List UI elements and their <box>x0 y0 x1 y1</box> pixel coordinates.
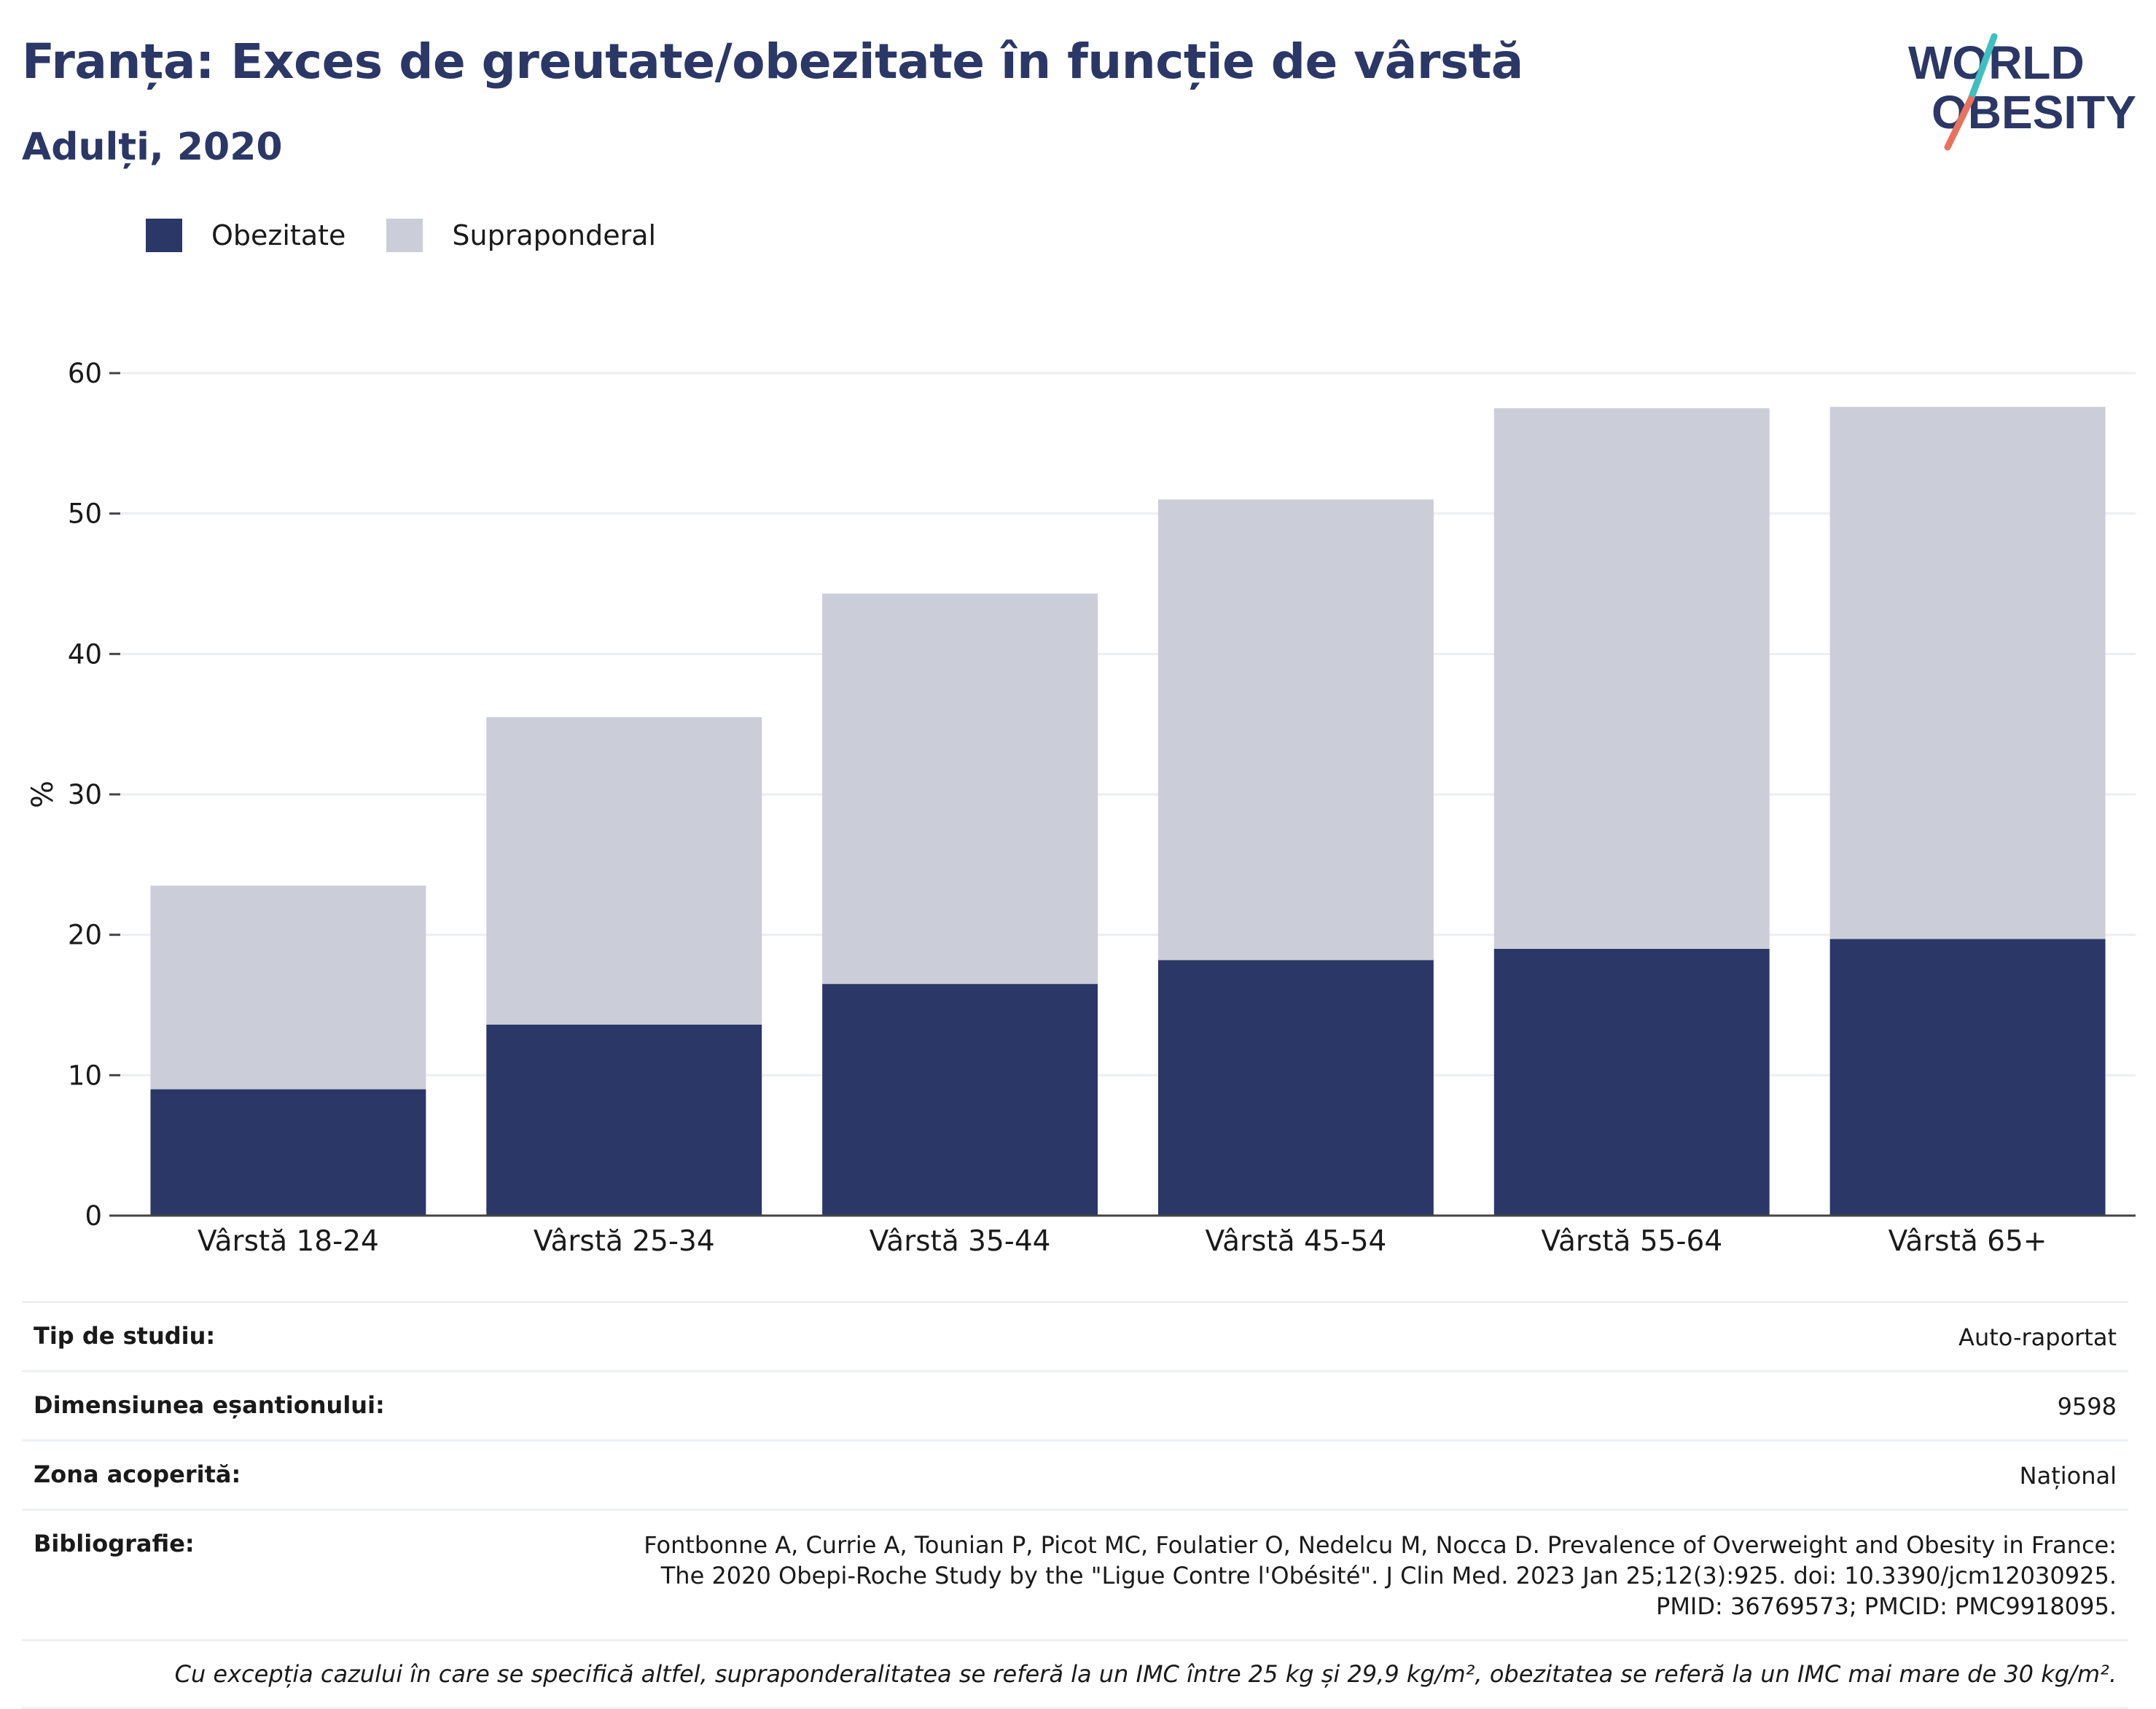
axes: 0 10 20 30 40 50 60% Vârstă 18-24 Vârstă 25-34 Vâ… <box>26 358 2136 1258</box>
x-tick-label: Vârstă 35-44 <box>870 1225 1051 1258</box>
y-axis-label: % <box>26 781 60 808</box>
y-tick-label: 20 <box>68 920 102 951</box>
y-tick-label: 40 <box>68 638 102 670</box>
info-row-sample-size: Dimensiunea eșantionului: 9598 <box>22 1370 2128 1439</box>
x-tick-label: Vârstă 55-64 <box>1541 1225 1722 1258</box>
y-tick-label: 10 <box>68 1060 102 1091</box>
bar-obezitate <box>822 984 1098 1216</box>
info-key-study-type: Tip de studiu: <box>34 1322 216 1350</box>
info-row-area-covered: Zona acoperită: Național <box>22 1439 2128 1509</box>
bar-supraponderal <box>1157 499 1434 961</box>
x-tick-label: Vârstă 45-54 <box>1206 1225 1387 1258</box>
stacked-bar-chart: 0 10 20 30 40 50 60% Vârstă 18-24 Vârstă 25-34 Vâ… <box>26 358 2136 1258</box>
legend-swatch-obezitate <box>146 219 182 252</box>
y-tick-label: 0 <box>85 1200 102 1232</box>
grid-lines <box>120 372 2136 1076</box>
bar-supraponderal <box>150 885 426 1090</box>
logo-word-world: WORLD <box>1908 36 2085 89</box>
info-key-sample-size: Dimensiunea eșantionului: <box>34 1391 385 1419</box>
bars <box>150 407 2106 1216</box>
logo-slash-bottom <box>1944 95 1975 151</box>
legend-item-supraponderal: Supraponderal <box>386 219 656 252</box>
bar-supraponderal <box>1493 408 1770 949</box>
y-tick-label: 50 <box>68 498 102 530</box>
study-info-table: Tip de studiu: Auto-raportat Dimensiunea… <box>22 1301 2128 1709</box>
legend-item-obezitate: Obezitate <box>146 219 345 252</box>
legend-label-obezitate: Obezitate <box>211 219 346 251</box>
bar-supraponderal <box>822 593 1098 985</box>
info-key-area-covered: Zona acoperită: <box>34 1460 241 1488</box>
info-row-study-type: Tip de studiu: Auto-raportat <box>22 1301 2128 1370</box>
world-obesity-logo: WORLD OBESITY <box>1908 33 2136 151</box>
info-row-bibliography: Bibliografie: Fontbonne A, Currie A, Tou… <box>22 1509 2128 1639</box>
bar-obezitate <box>1829 939 2106 1216</box>
y-tick-label: 60 <box>68 358 102 389</box>
info-value-bibliography: Fontbonne A, Currie A, Tounian P, Picot … <box>644 1531 2117 1620</box>
bar-obezitate <box>1157 960 1434 1216</box>
bar-supraponderal <box>486 717 762 1025</box>
bar-supraponderal <box>1829 407 2106 939</box>
chart-title: Franța: Exces de greutate/obezitate în f… <box>22 34 1523 90</box>
info-value-sample-size: 9598 <box>2057 1393 2117 1420</box>
info-key-bibliography: Bibliografie: <box>34 1530 195 1557</box>
logo-slash-top <box>1967 33 1998 103</box>
legend-label-supraponderal: Supraponderal <box>452 219 657 251</box>
info-value-area-covered: Național <box>2019 1462 2117 1490</box>
legend-swatch-supraponderal <box>386 219 423 252</box>
x-tick-label: Vârstă 18-24 <box>198 1225 379 1258</box>
bar-obezitate <box>1493 948 1770 1216</box>
x-tick-label: Vârstă 65+ <box>1889 1225 2047 1258</box>
chart-subtitle: Adulți, 2020 <box>22 125 283 169</box>
bar-obezitate <box>486 1024 762 1216</box>
info-value-study-type: Auto-raportat <box>1958 1323 2117 1351</box>
x-tick-label: Vârstă 25-34 <box>534 1225 715 1258</box>
y-tick-label: 30 <box>68 779 102 810</box>
chart-legend: Obezitate Supraponderal <box>146 217 697 254</box>
definition-note: Cu excepția cazului în care se specifică… <box>22 1639 2128 1709</box>
bar-obezitate <box>150 1089 426 1216</box>
